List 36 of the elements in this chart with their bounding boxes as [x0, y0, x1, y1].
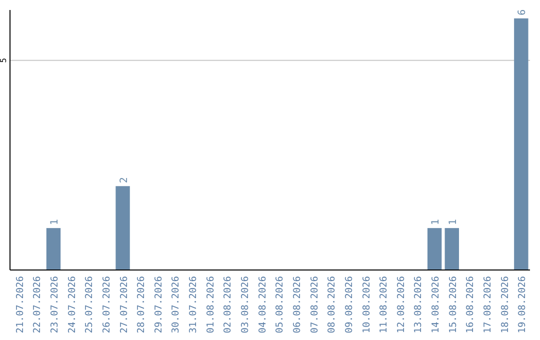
x-tick-label: 21.07.2026 [14, 276, 26, 334]
x-tick-label: 16.08.2026 [465, 276, 476, 334]
data-label: 1 [430, 219, 442, 226]
x-tick-label: 07.08.2026 [309, 276, 320, 334]
x-tick-label: 31.07.2026 [188, 276, 200, 334]
x-tick-label: 30.07.2026 [170, 276, 182, 334]
x-tick-label: 28.07.2026 [136, 276, 148, 334]
x-tick-label: 01.08.2026 [205, 276, 216, 334]
x-tick-label: 27.07.2026 [118, 276, 130, 334]
x-tick-label: 10.08.2026 [361, 276, 372, 334]
x-tick-label: 13.08.2026 [413, 276, 424, 334]
x-tick-label: 17.08.2026 [482, 276, 494, 334]
x-tick-label: 05.08.2026 [274, 276, 286, 334]
x-tick-label: 15.08.2026 [448, 276, 459, 334]
x-tick-label: 18.08.2026 [500, 276, 511, 334]
x-tick-label: 09.08.2026 [344, 276, 355, 334]
data-label: 1 [448, 219, 459, 226]
x-tick-label: 02.08.2026 [222, 276, 234, 334]
x-tick-label: 19.08.2026 [517, 276, 528, 334]
y-tick-label: 5 [0, 58, 8, 63]
x-tick-label: 03.08.2026 [240, 276, 252, 334]
x-tick-label: 06.08.2026 [292, 276, 303, 334]
x-tick-label: 04.08.2026 [257, 276, 268, 334]
x-tick-label: 22.07.2026 [32, 276, 44, 334]
x-tick-label: 26.07.2026 [101, 276, 112, 334]
data-label: 6 [517, 9, 528, 16]
data-label: 1 [49, 219, 60, 226]
x-tick-label: 08.08.2026 [326, 276, 338, 334]
x-tick-label: 25.07.2026 [84, 276, 96, 334]
x-tick-label: 23.07.2026 [49, 276, 60, 334]
x-tick-label: 12.08.2026 [396, 276, 407, 334]
data-label: 2 [118, 177, 130, 184]
x-tick-label: 11.08.2026 [378, 276, 390, 334]
x-tick-label: 14.08.2026 [430, 276, 442, 334]
x-tick-label: 29.07.2026 [153, 276, 164, 334]
x-tick-label: 24.07.2026 [66, 276, 78, 334]
